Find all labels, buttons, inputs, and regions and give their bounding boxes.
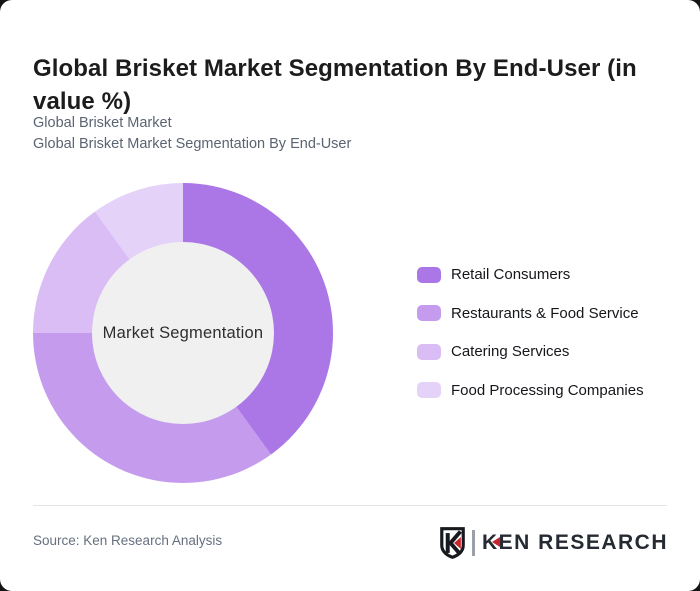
- subtitle-line-2: Global Brisket Market Segmentation By En…: [33, 136, 352, 152]
- logo-wordmark-k: K: [481, 531, 500, 554]
- legend-item-catering-services[interactable]: Catering Services: [417, 343, 644, 360]
- legend-swatch-icon: [417, 266, 441, 283]
- legend-item-restaurants-food-service[interactable]: Restaurants & Food Service: [417, 305, 644, 322]
- legend-item-food-processing-companies[interactable]: Food Processing Companies: [417, 382, 644, 399]
- shield-k-icon: [440, 527, 465, 559]
- page-title: Global Brisket Market Segmentation By En…: [33, 55, 637, 116]
- legend-label: Catering Services: [451, 343, 570, 360]
- legend-item-retail-consumers[interactable]: Retail Consumers: [417, 266, 644, 283]
- ken-research-logo: K EN RESEARCH: [439, 527, 668, 559]
- legend-swatch-icon: [417, 343, 441, 360]
- red-wedge-icon: [491, 537, 500, 547]
- donut-chart: Market Segmentation: [33, 183, 333, 483]
- footer-divider: [33, 505, 667, 506]
- legend-swatch-icon: [417, 382, 441, 398]
- legend-label: Food Processing Companies: [451, 381, 644, 399]
- donut-hole: Market Segmentation: [92, 242, 274, 424]
- logo-wordmark: K EN RESEARCH: [481, 531, 668, 554]
- legend-label: Retail Consumers: [451, 266, 571, 283]
- legend-swatch-icon: [417, 305, 441, 321]
- donut-center-label: Market Segmentation: [102, 323, 264, 342]
- source-attribution: Source: Ken Research Analysis: [33, 533, 223, 548]
- chart-legend: Retail Consumers Restaurants & Food Serv…: [417, 266, 644, 420]
- subtitle-line-1: Global Brisket Market: [33, 115, 172, 131]
- legend-label: Restaurants & Food Service: [451, 304, 639, 322]
- chart-subtitle: Global Brisket Market Global Brisket Mar…: [33, 113, 351, 155]
- logo-divider-bar: [471, 530, 475, 556]
